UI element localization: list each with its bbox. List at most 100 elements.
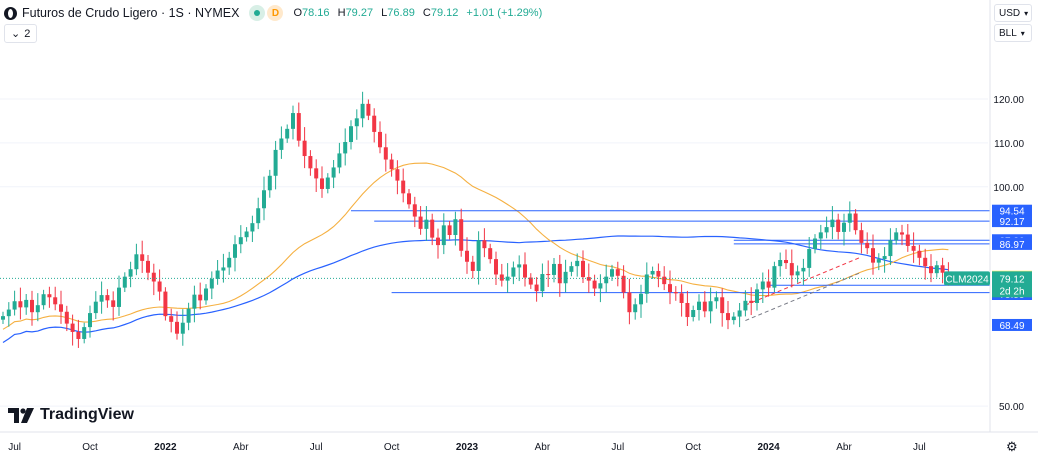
candle-body[interactable] [291,113,295,129]
candle-body[interactable] [871,248,875,263]
delayed-data-badge[interactable]: D [267,5,284,21]
candle-body[interactable] [198,294,203,301]
candle-body[interactable] [70,323,75,332]
candle-body[interactable] [238,237,243,245]
candle-body[interactable] [859,230,864,243]
candle-body[interactable] [557,263,562,284]
candle-body[interactable] [227,257,232,268]
candle-body[interactable] [157,281,162,292]
candle-body[interactable] [395,169,400,181]
candle-body[interactable] [314,168,319,179]
candle-body[interactable] [412,204,417,217]
candle-body[interactable] [813,238,817,250]
candle-body[interactable] [47,294,52,298]
candle-body[interactable] [911,245,916,251]
candle-body[interactable] [180,322,185,334]
candle-body[interactable] [633,304,638,313]
candle-body[interactable] [360,103,365,119]
candle-body[interactable] [691,310,696,318]
candle-body[interactable] [789,263,794,276]
candle-body[interactable] [401,180,406,194]
candle-body[interactable] [308,156,313,169]
candle-body[interactable] [656,270,661,277]
candle-body[interactable] [697,301,701,311]
candle-body[interactable] [836,219,841,232]
candle-body[interactable] [250,223,255,232]
candle-body[interactable] [24,299,29,308]
candle-body[interactable] [702,301,707,312]
candle-body[interactable] [737,310,742,317]
candle-body[interactable] [905,234,910,246]
candle-body[interactable] [575,260,580,267]
candle-body[interactable] [459,219,464,251]
candle-body[interactable] [940,265,945,273]
price-level-label[interactable]: 86.97 [999,240,1024,251]
candle-body[interactable] [853,213,858,231]
candle-body[interactable] [679,293,684,303]
candle-body[interactable] [923,257,928,267]
candle-body[interactable] [795,271,800,276]
candle-body[interactable] [383,147,388,160]
candle-body[interactable] [389,159,394,170]
candle-body[interactable] [41,294,46,306]
candle-body[interactable] [111,300,116,307]
candle-body[interactable] [134,254,139,270]
candle-body[interactable] [35,305,40,313]
candle-body[interactable] [430,219,435,238]
candle-body[interactable] [372,115,377,132]
candle-body[interactable] [708,301,713,312]
candle-body[interactable] [418,216,423,229]
candle-body[interactable] [610,269,614,277]
candle-body[interactable] [169,316,174,322]
candle-body[interactable] [99,295,104,302]
candle-body[interactable] [146,260,150,273]
price-level-label[interactable]: 92.17 [999,217,1024,228]
candle-body[interactable] [192,294,197,309]
candle-body[interactable] [93,301,98,314]
candle-body[interactable] [494,259,498,275]
candle-body[interactable] [366,103,371,116]
candle-body[interactable] [476,240,481,271]
tradingview-logo[interactable]: TradingView [8,406,134,424]
candle-body[interactable] [581,260,585,278]
candle-body[interactable] [528,277,533,285]
candle-body[interactable] [88,313,92,328]
candle-body[interactable] [523,264,527,278]
candle-body[interactable] [586,277,591,281]
candle-body[interactable] [76,331,81,339]
candle-body[interactable] [552,263,556,275]
candle-body[interactable] [453,219,458,235]
candle-body[interactable] [320,178,324,189]
candle-body[interactable] [569,266,574,272]
candle-body[interactable] [1,316,5,320]
candle-body[interactable] [273,149,278,176]
candle-body[interactable] [929,266,933,274]
candle-body[interactable] [407,193,411,205]
settings-gear-icon[interactable]: ⚙ [1006,439,1018,454]
candle-body[interactable] [511,267,516,277]
candle-body[interactable] [720,297,725,314]
candle-body[interactable] [175,321,179,334]
candle-body[interactable] [105,295,110,301]
candle-body[interactable] [465,250,469,262]
candle-body[interactable] [540,274,545,292]
candle-body[interactable] [163,291,168,317]
candle-body[interactable] [337,153,342,168]
candle-body[interactable] [917,250,922,258]
candle-body[interactable] [517,264,522,268]
candle-body[interactable] [215,270,220,279]
candle-body[interactable] [482,240,487,249]
candle-body[interactable] [842,222,846,232]
candle-body[interactable] [772,266,777,288]
candle-body[interactable] [59,304,63,312]
candle-body[interactable] [151,272,156,282]
candle-body[interactable] [82,327,87,339]
candle-body[interactable] [847,213,852,223]
candle-body[interactable] [470,261,475,271]
price-level-label[interactable]: 94.54 [999,207,1024,218]
candle-body[interactable] [592,280,597,289]
candle-body[interactable] [53,297,58,305]
candle-body[interactable] [749,300,754,303]
candle-body[interactable] [604,276,609,284]
